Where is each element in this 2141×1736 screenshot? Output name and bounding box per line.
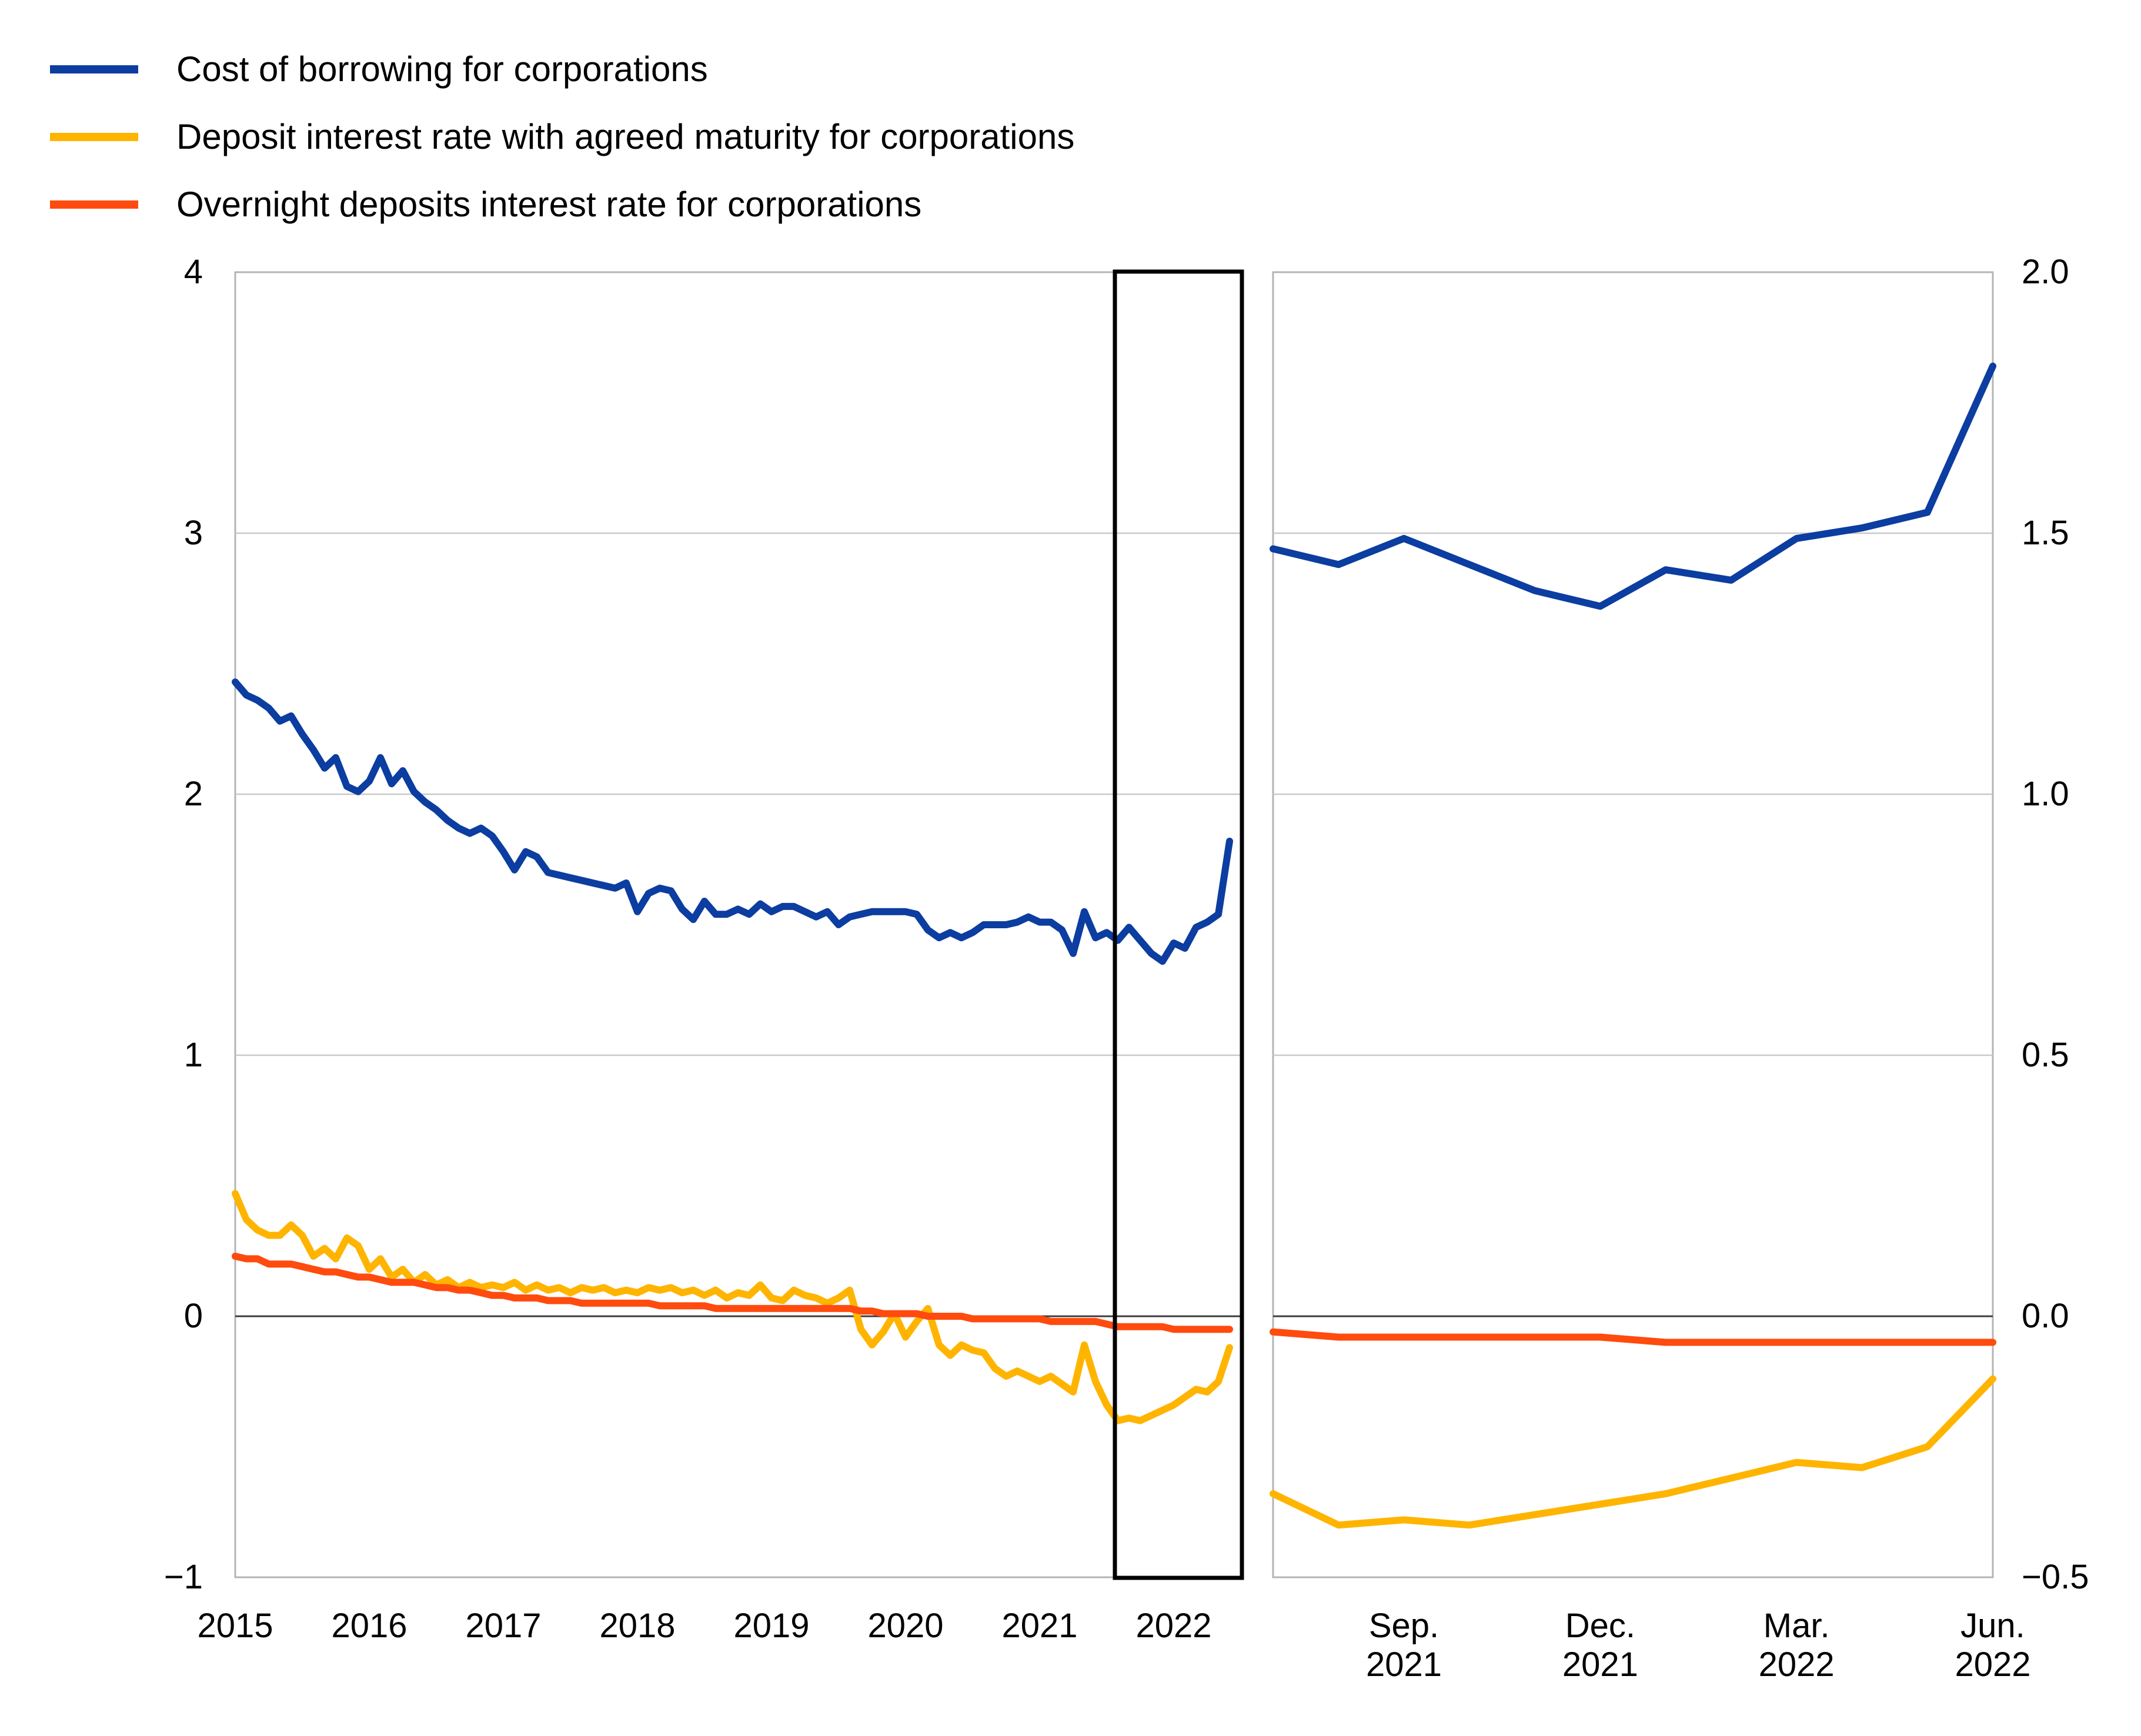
main-y-tick-label: 2 bbox=[183, 775, 203, 813]
zoom-y-tick-label: 1.0 bbox=[2022, 775, 2069, 813]
main-y-tick-label: 4 bbox=[183, 253, 203, 291]
main-x-tick-label: 2022 bbox=[1135, 1607, 1212, 1645]
legend-label: Deposit interest rate with agreed maturi… bbox=[176, 116, 1075, 156]
zoom-x-tick-label-line: 2021 bbox=[1366, 1645, 1442, 1684]
deposit-rate-line-zoom bbox=[1270, 1375, 1996, 1529]
zoom-panel-border bbox=[1272, 271, 1994, 1578]
zoom-y-tick-label: −0.5 bbox=[2022, 1558, 2089, 1596]
zoom-x-tick-label: Dec. 2021 bbox=[1500, 1607, 1700, 1684]
deposit-rate-line-main bbox=[232, 1190, 1233, 1424]
overnight-rate-line-main bbox=[232, 1252, 1233, 1333]
overnight-rate-line-zoom bbox=[1270, 1328, 1996, 1346]
legend-item: Deposit interest rate with agreed maturi… bbox=[50, 103, 1074, 170]
main-x-tick-label: 2020 bbox=[867, 1607, 944, 1645]
zoom-x-tick-label: Sep. 2021 bbox=[1304, 1607, 1504, 1684]
legend: Cost of borrowing for corporations Depos… bbox=[50, 35, 1074, 238]
main-y-tick-label: 3 bbox=[183, 514, 203, 552]
deposit-rate-swatch bbox=[50, 132, 138, 141]
legend-item: Overnight deposits interest rate for cor… bbox=[50, 170, 1074, 238]
main-y-tick-label: 1 bbox=[183, 1036, 203, 1074]
cost-of-borrowing-line-main bbox=[232, 678, 1233, 965]
legend-item: Cost of borrowing for corporations bbox=[50, 35, 1074, 103]
zoom-x-tick-label-line: 2022 bbox=[1758, 1645, 1835, 1684]
main-y-tick-label: 0 bbox=[183, 1297, 203, 1335]
zoom-x-tick-label: Jun. 2022 bbox=[1893, 1607, 2093, 1684]
main-x-tick-label: 2017 bbox=[465, 1607, 542, 1645]
zoom-x-tick-label: Mar. 2022 bbox=[1696, 1607, 1896, 1684]
legend-label: Overnight deposits interest rate for cor… bbox=[176, 184, 922, 224]
zoom-y-tick-label: 2.0 bbox=[2022, 253, 2069, 291]
main-y-tick-label: −1 bbox=[163, 1558, 203, 1596]
zoom-y-tick-label: 1.5 bbox=[2022, 514, 2069, 552]
legend-label: Cost of borrowing for corporations bbox=[176, 49, 708, 89]
main-x-tick-label: 2018 bbox=[599, 1607, 676, 1645]
main-x-tick-label: 2016 bbox=[331, 1607, 408, 1645]
zoom-y-tick-label: 0.5 bbox=[2022, 1036, 2069, 1074]
main-x-tick-label: 2019 bbox=[733, 1607, 810, 1645]
main-x-tick-label: 2015 bbox=[197, 1607, 273, 1645]
zoom-x-tick-label-line: 2022 bbox=[1955, 1645, 2031, 1684]
zoom-x-tick-label-line: Jun. bbox=[1960, 1607, 2025, 1645]
highlight-box bbox=[1113, 269, 1244, 1580]
zoom-y-tick-label: 0.0 bbox=[2022, 1297, 2069, 1335]
zoom-x-tick-label-line: 2021 bbox=[1562, 1645, 1638, 1684]
zoom-x-tick-label-line: Mar. bbox=[1763, 1607, 1830, 1645]
zoom-x-tick-label-line: Sep. bbox=[1368, 1607, 1439, 1645]
main-x-tick-label: 2021 bbox=[1001, 1607, 1078, 1645]
overnight-rate-swatch bbox=[50, 200, 138, 209]
cost-of-borrowing-swatch bbox=[50, 65, 138, 73]
cost-of-borrowing-line-zoom bbox=[1270, 362, 1996, 610]
zoom-x-tick-label-line: Dec. bbox=[1565, 1607, 1635, 1645]
